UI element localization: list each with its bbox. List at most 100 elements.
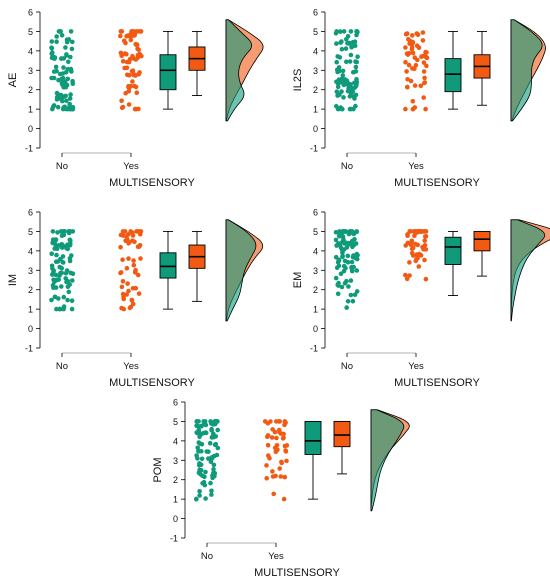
point-no <box>70 278 75 283</box>
y-tick-label: 4 <box>28 246 33 256</box>
point-yes <box>120 59 126 64</box>
panel-ae: -1 0 1 2 3 4 5 6 AE No Yes MULTISENSORY <box>7 8 264 189</box>
point-no <box>65 76 71 82</box>
point-yes <box>407 260 412 265</box>
point-yes <box>138 229 144 234</box>
point-no <box>61 65 66 70</box>
x-axis-label: MULTISENSORY <box>254 567 340 578</box>
point-no <box>69 69 74 74</box>
point-no <box>53 64 59 70</box>
point-yes <box>418 83 424 89</box>
point-no <box>67 237 73 243</box>
point-no <box>335 84 341 90</box>
point-no <box>199 423 204 429</box>
point-no <box>49 251 54 256</box>
point-no <box>64 106 69 112</box>
point-no <box>60 82 66 87</box>
point-yes <box>405 77 410 82</box>
point-no <box>348 278 354 283</box>
point-no <box>345 299 351 304</box>
point-no <box>194 423 199 428</box>
point-yes <box>276 419 282 424</box>
point-no <box>54 39 59 44</box>
point-no <box>68 229 73 234</box>
point-no <box>69 46 75 52</box>
point-yes <box>120 257 125 262</box>
y-tick-label: 2 <box>313 285 318 295</box>
point-yes <box>409 238 415 244</box>
point-yes <box>408 229 414 234</box>
point-no <box>354 32 359 38</box>
point-no <box>209 456 215 461</box>
point-yes <box>138 256 143 261</box>
point-no <box>55 230 60 235</box>
point-no <box>344 78 350 83</box>
point-no <box>52 294 58 300</box>
point-no <box>197 489 202 494</box>
point-yes <box>274 435 279 441</box>
point-no <box>51 103 57 108</box>
y-tick-label: 0 <box>313 124 318 134</box>
point-yes <box>132 33 137 38</box>
x-tick-label-yes: Yes <box>268 551 284 562</box>
point-no <box>344 59 349 65</box>
point-no <box>53 259 59 264</box>
point-yes <box>280 436 286 441</box>
point-yes <box>278 431 284 436</box>
point-no <box>199 449 204 454</box>
point-no <box>334 59 339 65</box>
point-no <box>339 106 345 112</box>
point-no <box>352 85 357 90</box>
point-no <box>340 234 346 239</box>
y-tick-label: 2 <box>28 85 33 95</box>
point-yes <box>133 267 138 273</box>
point-yes <box>403 60 408 65</box>
point-no <box>211 470 216 476</box>
point-no <box>348 92 354 97</box>
point-no <box>339 284 345 290</box>
point-yes <box>130 230 135 235</box>
point-no <box>197 493 202 498</box>
point-no <box>208 480 213 486</box>
point-yes <box>136 106 141 112</box>
point-no <box>50 229 56 234</box>
x-axis-label: MULTISENSORY <box>394 177 480 189</box>
y-tick-label: -1 <box>170 534 178 544</box>
point-yes <box>131 258 136 263</box>
point-no <box>64 52 69 57</box>
point-yes <box>410 39 416 45</box>
point-yes <box>119 53 124 58</box>
point-yes <box>423 234 429 239</box>
point-yes <box>121 296 126 302</box>
point-yes <box>119 29 125 34</box>
point-no <box>346 284 351 289</box>
point-no <box>209 435 215 440</box>
point-no <box>62 229 67 234</box>
point-yes <box>118 244 123 250</box>
point-no <box>64 246 69 251</box>
point-yes <box>424 50 429 55</box>
point-no <box>353 59 358 64</box>
boxplot-no-box <box>444 58 462 93</box>
point-no <box>341 263 347 269</box>
point-no <box>333 275 339 281</box>
point-yes <box>410 50 416 56</box>
y-tick-label: 5 <box>313 227 318 237</box>
point-yes <box>279 459 284 465</box>
point-no <box>198 467 204 473</box>
point-no <box>346 86 351 91</box>
point-no <box>197 461 202 466</box>
y-tick-label: 4 <box>28 46 33 56</box>
point-no <box>58 29 63 34</box>
point-no <box>351 69 356 75</box>
x-axis-label: MULTISENSORY <box>109 177 195 189</box>
y-tick-label: 0 <box>173 514 178 524</box>
x-tick-label-yes: Yes <box>123 361 139 372</box>
point-yes <box>132 106 138 112</box>
point-no <box>49 297 54 303</box>
point-no <box>204 449 209 454</box>
y-tick-label: 4 <box>173 436 178 446</box>
point-no <box>50 240 55 246</box>
